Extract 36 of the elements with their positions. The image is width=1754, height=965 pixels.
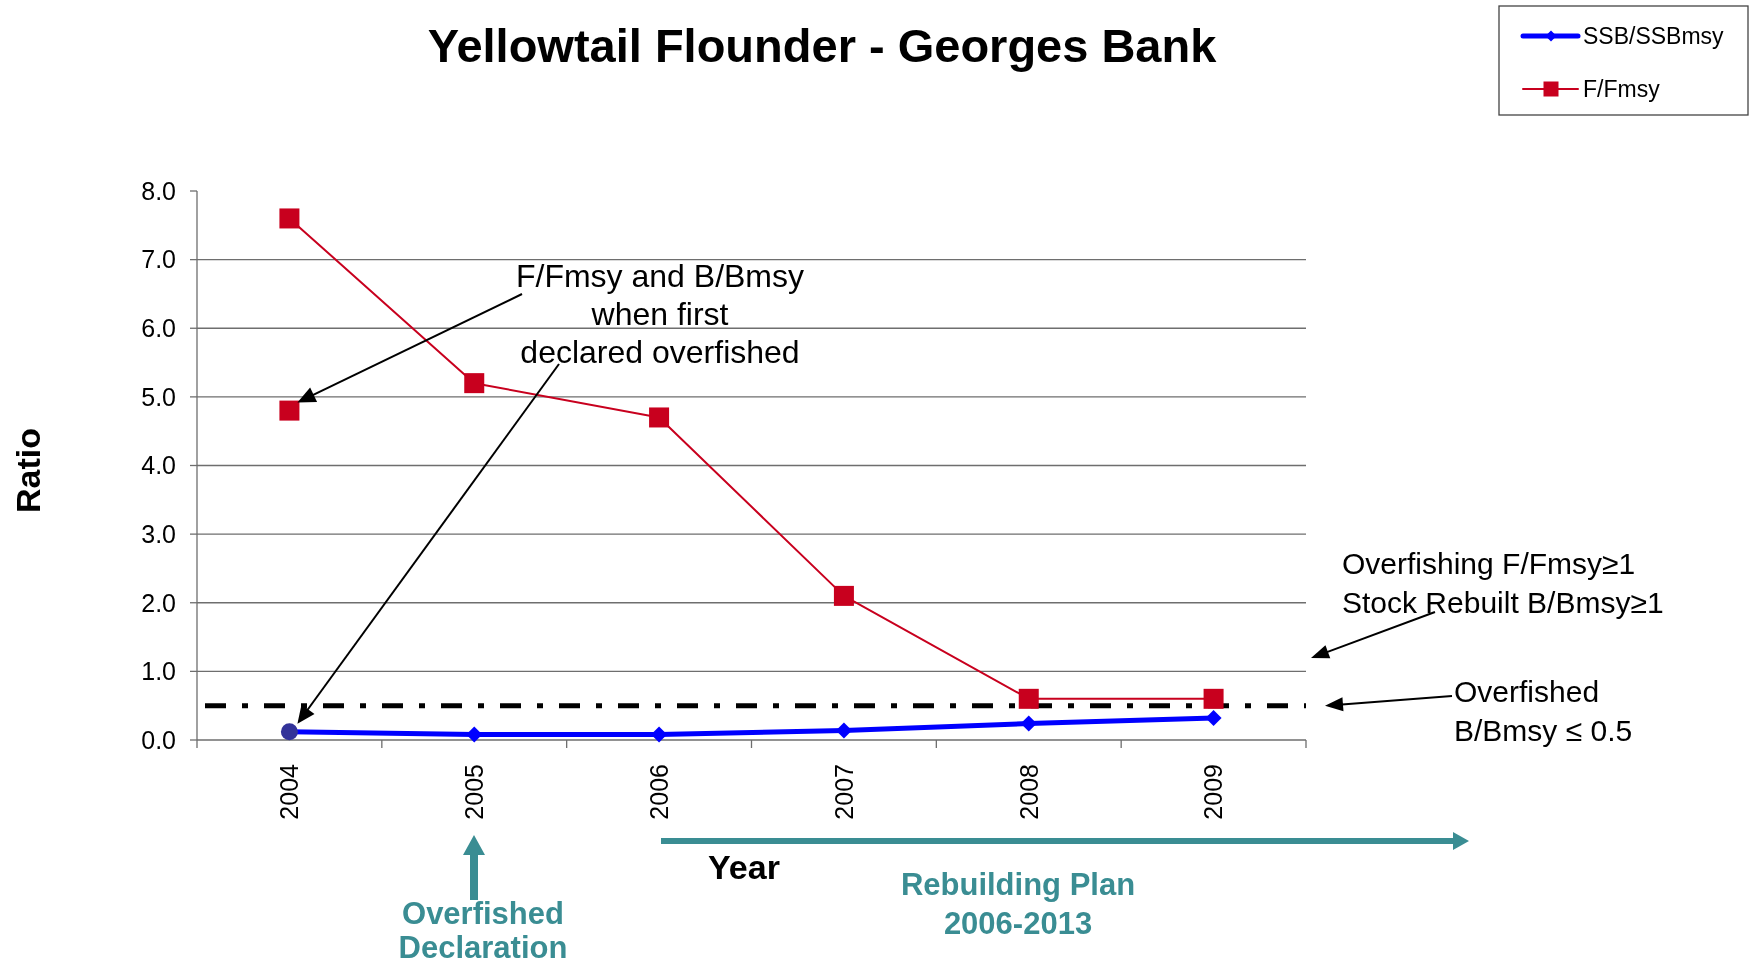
x-tick-label: 2009 [1199,764,1228,820]
y-tick-label: 2.0 [141,588,176,617]
point [1020,715,1037,732]
point [279,208,300,229]
y-tick-label: 1.0 [141,657,176,686]
text: Overfished B/Bmsy ≤ 0.5 [1454,675,1633,747]
point [833,585,854,606]
x-tick-label: 2008 [1014,764,1043,820]
text: Overfished Declaration [398,896,568,965]
y-tick-label: 4.0 [141,451,176,480]
legend-label: F/Fmsy [1583,76,1661,103]
y-tick-label: 7.0 [141,245,176,274]
point [649,407,670,428]
annotation: F/Fmsy and B/Bmsy when first declared overfished [515,258,805,370]
chart-title: Yellowtail Flounder - Georges Bank [427,19,1218,72]
x-tick-label: 2005 [460,764,488,820]
y-tick-label: 5.0 [141,382,176,411]
y-tick-label: 6.0 [141,314,176,342]
point [835,722,852,739]
y-tick-label: 3.0 [141,519,176,548]
point [1018,688,1039,709]
text: Rebuilding Plan 2006-2013 [900,867,1136,941]
point [1203,688,1224,709]
x-tick-label: 2007 [829,764,858,820]
point [651,726,668,743]
point [279,400,300,421]
legend-label: SSB/SSBmsy [1583,23,1725,50]
x-axis-title: Year [708,848,780,886]
x-tick-label: 2004 [275,763,304,820]
point [464,373,485,394]
y-tick-label: 0.0 [141,725,176,754]
y-tick-label: 8.0 [141,176,176,205]
y-axis-title: Ratio [8,428,47,513]
point [1205,710,1222,727]
text: Overfishing F/Fmsy≥1 Stock Rebuilt B/Bmsy≥1 [1342,547,1664,619]
x-tick-label: 2006 [644,764,673,820]
